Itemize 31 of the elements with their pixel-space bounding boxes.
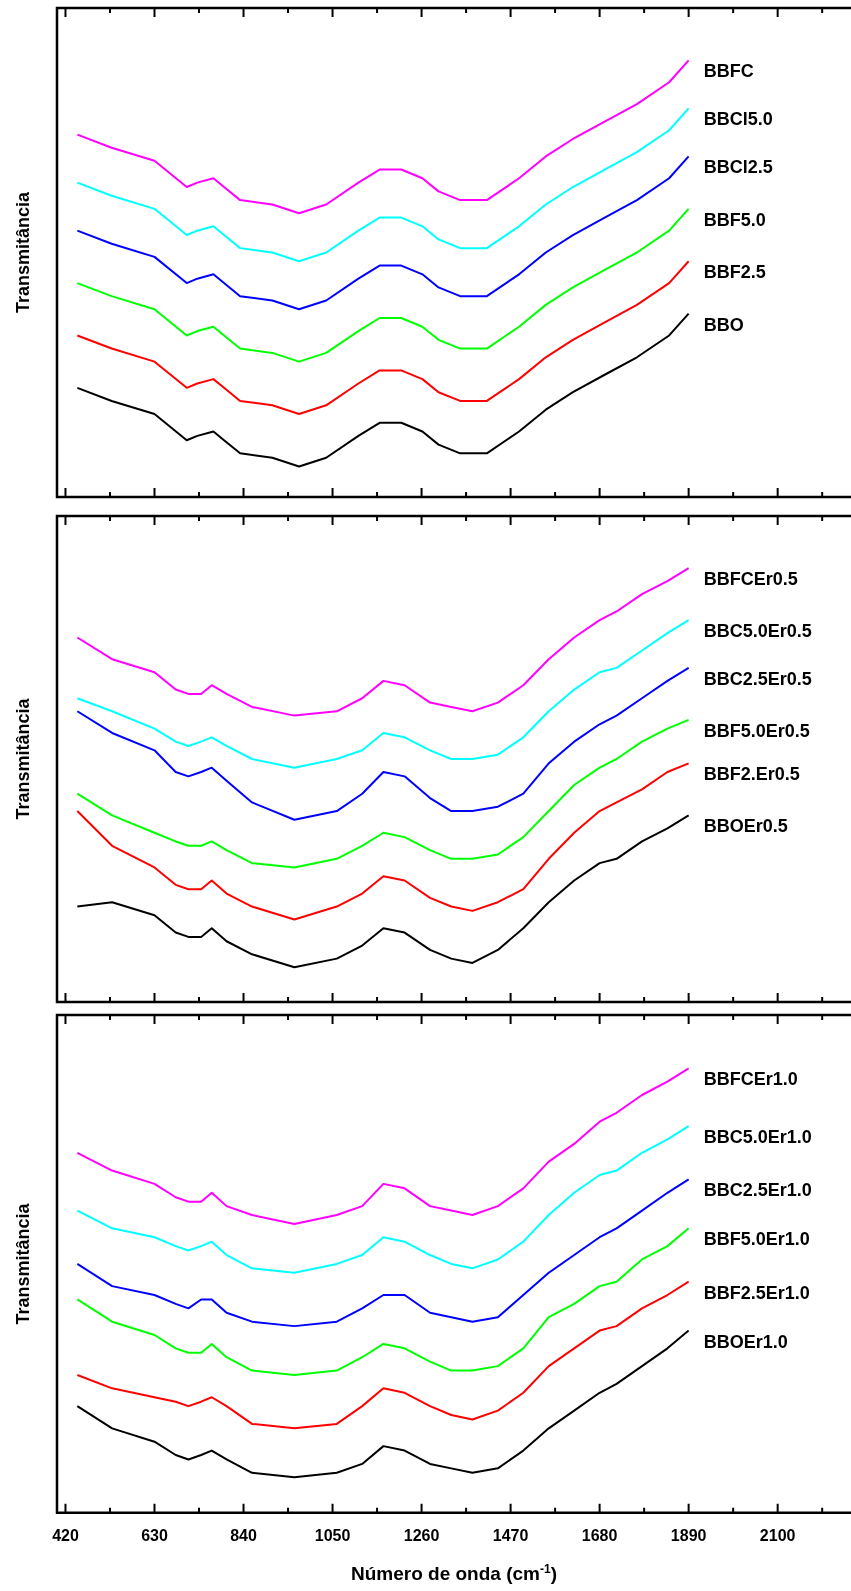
series-label: BBC2.5Er1.0	[703, 1180, 812, 1201]
series-label: BBCl2.5	[703, 157, 773, 178]
series-label: BBF2.5Er1.0	[703, 1282, 810, 1303]
series-label: BBOEr1.0	[703, 1331, 788, 1352]
series-label: BBO	[703, 314, 744, 335]
series-label: BBFC	[703, 61, 754, 82]
series-label: BBFCEr0.5	[703, 569, 798, 590]
x-axis-title: Número de onda (cm$^{-1}$)	[350, 1562, 558, 1586]
series-label: BBF5.0Er1.0	[703, 1229, 810, 1250]
x-tick-label: 2100	[759, 1526, 796, 1544]
x-tick-label: 420	[52, 1526, 79, 1544]
y-axis-title: Transmitância	[12, 1202, 33, 1325]
series-label: BBC5.0Er0.5	[703, 621, 812, 642]
series-label: BBCl5.0	[703, 109, 773, 130]
series-label: BBF5.0	[703, 209, 766, 230]
series-label: BBF2.Er0.5	[703, 764, 800, 785]
series-label: BBC5.0Er1.0	[703, 1127, 812, 1148]
x-tick-label: 1260	[403, 1526, 440, 1544]
x-tick-label: 1890	[670, 1526, 707, 1544]
x-tick-label: 840	[230, 1526, 257, 1544]
series-label: BBOEr0.5	[703, 816, 788, 837]
x-tick-label: 1050	[314, 1526, 351, 1544]
series-label: BBF2.5	[703, 262, 766, 283]
x-tick-label: 1470	[492, 1526, 529, 1544]
series-label: BBC2.5Er0.5	[703, 668, 812, 689]
series-label: BBFCEr1.0	[703, 1069, 798, 1090]
y-axis-title: Transmitância	[12, 697, 33, 820]
series-label: BBF5.0Er0.5	[703, 720, 810, 741]
x-tick-label: 1680	[581, 1526, 618, 1544]
x-tick-label: 630	[141, 1526, 168, 1544]
y-axis-title: Transmitância	[12, 190, 33, 314]
